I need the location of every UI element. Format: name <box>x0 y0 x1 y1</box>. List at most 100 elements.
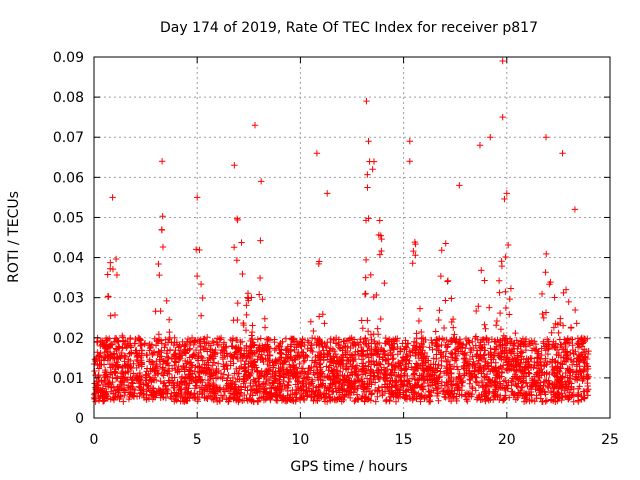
data-point <box>299 380 306 387</box>
data-point <box>542 134 550 141</box>
data-point <box>230 396 237 403</box>
data-point <box>297 339 305 347</box>
data-point <box>104 336 111 344</box>
data-point <box>340 337 347 345</box>
data-point <box>399 354 407 361</box>
data-point <box>103 393 110 400</box>
data-point <box>173 391 180 398</box>
data-point <box>330 377 338 384</box>
data-point <box>436 307 443 314</box>
data-point <box>240 350 248 357</box>
data-point <box>254 398 262 405</box>
data-point <box>146 374 153 381</box>
data-point <box>329 388 336 396</box>
data-point <box>372 398 379 405</box>
data-point <box>362 274 369 281</box>
data-point <box>447 354 455 361</box>
data-point <box>172 366 179 374</box>
data-point <box>241 391 248 399</box>
data-point <box>233 395 241 402</box>
data-point <box>446 361 453 369</box>
data-point <box>93 339 101 346</box>
data-point <box>192 246 200 253</box>
data-point <box>279 393 286 401</box>
data-point <box>551 294 558 301</box>
data-point <box>341 376 349 384</box>
data-point <box>330 336 338 343</box>
data-point <box>381 279 388 287</box>
data-point <box>247 382 254 390</box>
data-point <box>563 337 571 344</box>
data-point <box>512 380 519 388</box>
data-point <box>533 359 541 366</box>
data-point <box>119 332 126 340</box>
data-point <box>128 376 135 384</box>
data-point <box>209 362 216 369</box>
data-point <box>220 340 228 348</box>
data-point <box>296 360 303 368</box>
data-point <box>111 368 119 375</box>
data-point <box>501 195 508 203</box>
data-point <box>528 337 535 344</box>
data-point <box>565 377 572 385</box>
data-point <box>382 356 390 364</box>
data-point <box>502 288 509 295</box>
data-point <box>134 357 141 365</box>
data-point <box>290 335 298 343</box>
data-point <box>127 357 134 365</box>
data-point <box>106 379 114 387</box>
data-point <box>130 370 137 377</box>
data-point <box>177 386 184 393</box>
data-point <box>140 394 148 401</box>
data-point <box>437 348 445 356</box>
data-point <box>140 381 147 388</box>
data-point <box>575 398 582 406</box>
data-point <box>114 337 121 344</box>
data-point <box>429 346 436 353</box>
data-point <box>186 395 193 402</box>
data-point <box>343 363 350 370</box>
data-point <box>207 392 214 400</box>
data-point <box>199 294 206 302</box>
data-point <box>291 391 298 399</box>
data-point <box>577 367 584 375</box>
data-point <box>575 358 582 365</box>
data-point <box>453 395 460 403</box>
data-point <box>462 357 469 365</box>
data-point <box>151 372 159 379</box>
data-point <box>300 358 308 366</box>
data-point <box>564 374 571 381</box>
data-point <box>459 344 466 351</box>
data-point <box>147 365 154 372</box>
data-point <box>473 379 481 386</box>
data-point <box>506 311 513 318</box>
data-point <box>120 398 127 405</box>
data-point <box>271 336 278 343</box>
data-point <box>149 384 157 392</box>
data-point <box>98 377 105 384</box>
data-point <box>168 382 176 389</box>
data-point <box>195 357 202 364</box>
data-point <box>91 367 98 375</box>
data-point <box>207 373 214 380</box>
data-point <box>99 341 106 348</box>
data-point <box>276 350 284 357</box>
data-point <box>158 158 166 165</box>
data-point <box>376 217 383 224</box>
data-point <box>486 304 493 311</box>
data-point <box>343 354 351 361</box>
data-point <box>497 326 505 333</box>
data-point <box>385 360 393 367</box>
data-point <box>179 338 186 346</box>
data-point <box>481 277 488 284</box>
data-point <box>570 350 577 358</box>
data-point <box>363 375 371 382</box>
data-point <box>110 383 118 390</box>
data-point <box>436 335 443 342</box>
data-point <box>109 363 116 371</box>
data-point <box>98 361 105 368</box>
data-point <box>429 371 436 378</box>
data-point <box>370 158 378 165</box>
data-point <box>126 364 134 372</box>
data-point <box>545 379 553 387</box>
